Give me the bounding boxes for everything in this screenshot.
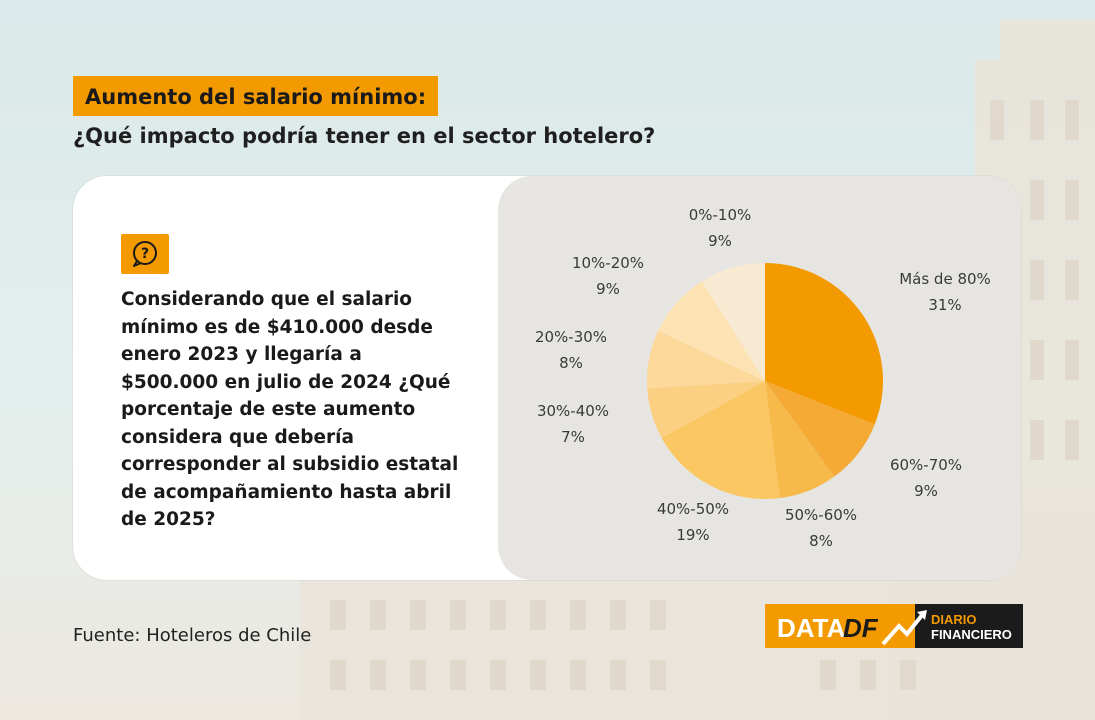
pie-chart: Más de 80% 31% 60%-70% 9% 50%-60% 8% 40%-50% 19… (535, 206, 991, 550)
pie-slice-10-20- (658, 281, 765, 381)
slice-label: Más de 80% (899, 270, 991, 288)
content-card: ? Considerando que el salario mínimo es … (73, 176, 1021, 580)
slice-value-label: 9% (708, 232, 732, 250)
slice-value-label: 8% (809, 532, 833, 550)
slice-label: 50%-60% (785, 506, 857, 524)
pie-slice-30-40- (647, 381, 765, 438)
source-label: Fuente (73, 625, 135, 646)
slice-value-label: 8% (559, 354, 583, 372)
survey-question: Considerando que el salario mínimo es de… (121, 289, 459, 530)
slice-label: 40%-50% (657, 500, 729, 518)
svg-text:?: ? (141, 246, 149, 262)
pie-slice-0-10- (701, 263, 765, 381)
pie-slice-50-60- (765, 381, 835, 499)
slice-label: 0%-10% (689, 206, 752, 224)
slice-value-label: 9% (914, 482, 938, 500)
pie-slice-m-s-de-80- (765, 263, 883, 425)
source-value: : Hoteleros de Chile (134, 625, 312, 646)
pie-slice-40-50- (661, 381, 780, 499)
logo-diario-text: DIARIO (931, 612, 977, 627)
slice-value-label: 9% (596, 280, 620, 298)
question-bubble-icon: ? (121, 234, 169, 274)
source-note: Fuente: Hoteleros de Chile (73, 625, 311, 646)
pie-slice-60-70- (765, 381, 875, 477)
chart-panel: Más de 80% 31% 60%-70% 9% 50%-60% 8% 40%-50% 19… (498, 176, 1021, 580)
logo-df-text: DF (843, 613, 879, 643)
logo-data-text: DATA (777, 613, 846, 643)
slice-label: 30%-40% (537, 402, 609, 420)
slice-label: 10%-20% (572, 254, 644, 272)
logo-financiero-text: FINANCIERO (931, 627, 1012, 642)
page-subtitle: ¿Qué impacto podría tener en el sector h… (73, 124, 656, 148)
page-title: Aumento del salario mínimo: (73, 76, 439, 116)
slice-label: 60%-70% (890, 456, 962, 474)
slice-label: 20%-30% (535, 328, 607, 346)
slice-value-label: 7% (561, 428, 585, 446)
datadf-diario-financiero-logo: DATA DF DIARIO FINANCIERO (765, 604, 1023, 648)
slice-value-label: 31% (928, 296, 961, 314)
slice-value-label: 19% (676, 526, 709, 544)
pie-slice-20-30- (647, 330, 765, 389)
